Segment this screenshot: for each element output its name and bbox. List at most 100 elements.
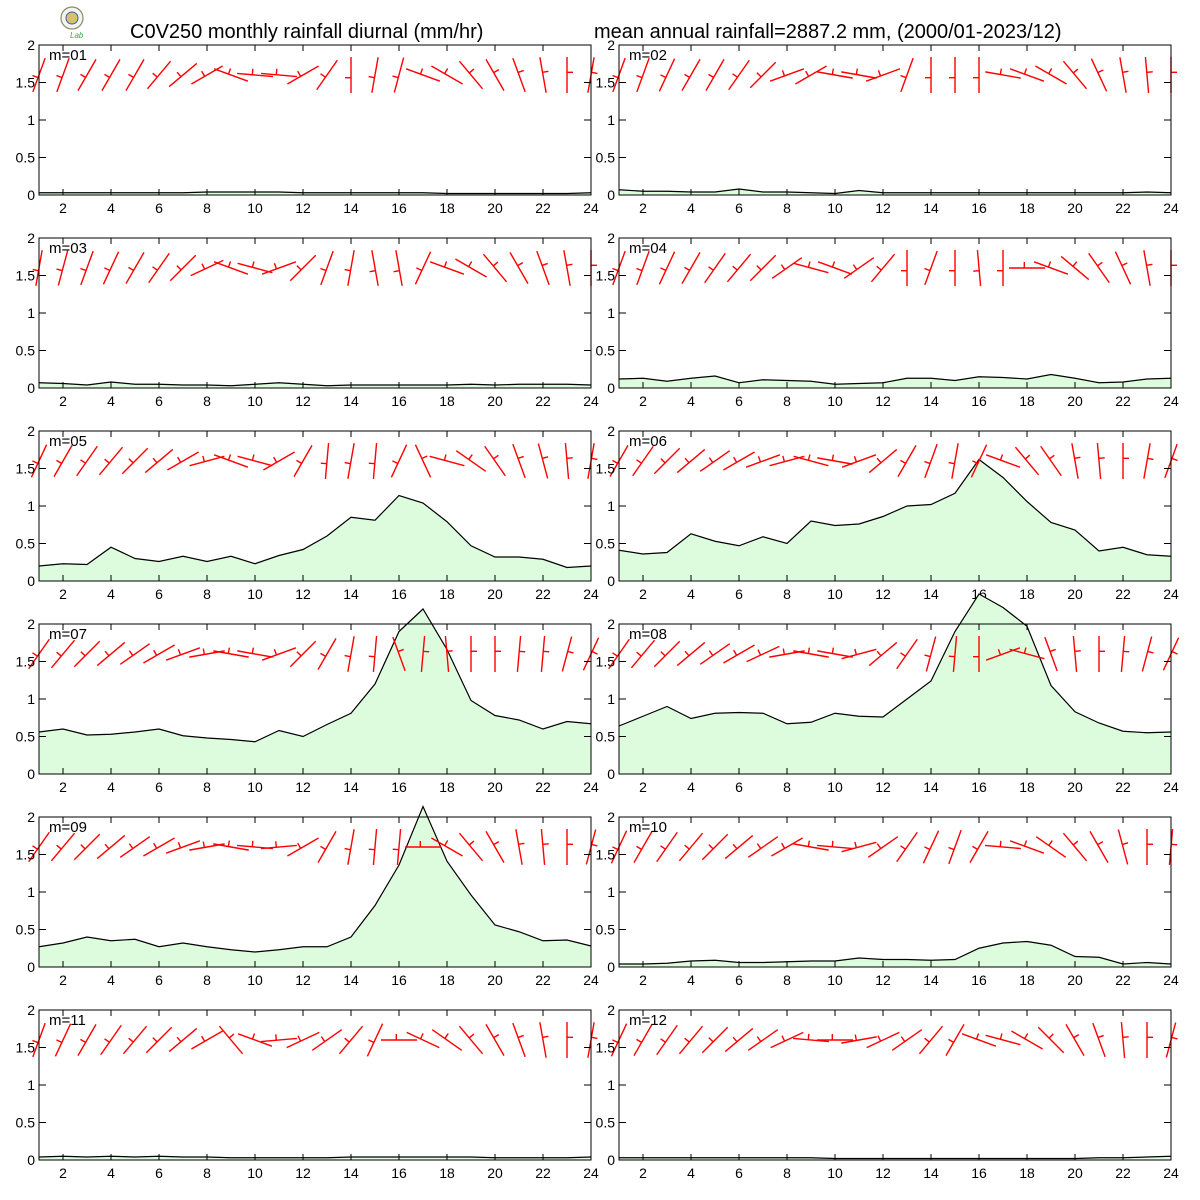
wind-barb xyxy=(405,841,441,848)
wind-barb-tick xyxy=(853,456,858,463)
wind-barb-tick xyxy=(296,459,302,464)
wind-barb-shaft xyxy=(1060,255,1090,281)
y-tick-label: 1 xyxy=(27,498,35,514)
wind-barb xyxy=(287,65,319,85)
wind-barb-shaft xyxy=(317,831,337,863)
wind-barb xyxy=(918,1025,944,1055)
chart-panel: 00.511.522 4 6 8 10 12 14 16 18 20 22 24m=09 xyxy=(16,804,599,988)
x-tick-label: 16 xyxy=(391,1165,407,1181)
wind-barb-tick xyxy=(948,461,955,465)
wind-barb-tick xyxy=(32,268,39,272)
wind-barb-shaft xyxy=(924,250,938,286)
x-tick-label: 8 xyxy=(783,972,791,988)
wind-barb-tick xyxy=(227,68,232,75)
x-tick-label: 18 xyxy=(439,586,455,602)
wind-barb xyxy=(168,62,198,88)
wind-barb-tick xyxy=(1023,68,1028,75)
wind-barb xyxy=(656,1024,678,1056)
wind-barb-tick xyxy=(807,647,811,654)
wind-barb-shaft xyxy=(632,445,654,477)
wind-barb-shaft xyxy=(1037,1026,1065,1054)
wind-barb xyxy=(817,261,853,275)
x-tick-label: 2 xyxy=(59,1165,67,1181)
panels: 00.511.522 4 6 8 10 12 14 16 18 20 22 24m=0100.511.… xyxy=(16,37,1180,1181)
wind-barb-shaft xyxy=(485,1024,505,1056)
wind-barb-tick xyxy=(855,68,859,75)
wind-barb-tick xyxy=(56,844,62,850)
wind-barb-shaft xyxy=(316,59,338,91)
wind-barb-tick xyxy=(251,68,254,75)
wind-barb xyxy=(390,444,408,478)
wind-barb-tick xyxy=(468,261,473,267)
wind-barb-tick xyxy=(273,456,278,463)
wind-barb-tick xyxy=(1024,454,1031,460)
x-tick-label: 20 xyxy=(1067,1165,1083,1181)
wind-barb xyxy=(485,1024,505,1056)
y-tick-label: 2 xyxy=(27,230,35,246)
wind-barb-shaft xyxy=(54,1023,72,1057)
chart-panel: 00.511.522 4 6 8 10 12 14 16 18 20 22 24m=04 xyxy=(596,230,1179,409)
wind-barb-shaft xyxy=(653,447,681,475)
wind-barb-shaft xyxy=(961,1033,997,1047)
wind-barb-tick xyxy=(128,73,134,78)
wind-barb-tick xyxy=(227,647,231,654)
y-tick-label: 1 xyxy=(607,691,615,707)
wind-barb-tick xyxy=(492,261,499,267)
seal-center-icon xyxy=(65,11,79,25)
wind-barb-shaft xyxy=(724,834,754,860)
wind-barb-shaft xyxy=(1062,60,1088,90)
wind-barb-shaft xyxy=(371,250,379,286)
wind-barb-tick xyxy=(591,71,598,75)
wind-barb xyxy=(470,636,477,672)
y-tick-label: 0 xyxy=(27,959,35,975)
wind-barb xyxy=(393,250,403,286)
x-tick-label: 12 xyxy=(875,972,891,988)
wind-barb-tick xyxy=(684,266,691,271)
wind-barb-tick xyxy=(416,267,423,272)
y-tick-label: 0.5 xyxy=(16,536,36,552)
wind-barb-tick xyxy=(591,457,598,461)
x-tick-label: 16 xyxy=(971,200,987,216)
wind-barb xyxy=(997,250,1004,286)
wind-barb-shaft xyxy=(80,250,94,286)
x-tick-label: 24 xyxy=(583,393,599,409)
x-tick-label: 10 xyxy=(247,586,263,602)
x-tick-label: 4 xyxy=(107,972,115,988)
wind-barb xyxy=(368,829,378,865)
wind-barb xyxy=(566,57,573,93)
wind-barb-shaft xyxy=(1088,252,1110,284)
wind-barb-tick xyxy=(805,70,810,77)
wind-barb-shaft xyxy=(405,68,441,82)
wind-barb-tick xyxy=(660,845,666,850)
wind-barb-shaft xyxy=(699,450,731,472)
wind-barb-tick xyxy=(128,843,134,849)
panel-label: m=08 xyxy=(629,626,667,643)
wind-barb-shaft xyxy=(653,640,681,668)
wind-barb-tick xyxy=(275,1034,278,1041)
wind-barb-shaft xyxy=(347,250,355,286)
wind-barb-shaft xyxy=(347,636,355,672)
wind-barb-tick xyxy=(831,647,835,654)
wind-barb-shaft xyxy=(76,445,98,477)
wind-barb-tick xyxy=(1147,457,1154,461)
wind-barb-tick xyxy=(517,69,524,74)
wind-barb xyxy=(311,1029,343,1051)
wind-barb-shaft xyxy=(320,250,334,286)
wind-barb-shaft xyxy=(189,455,225,467)
chart-subtitle: mean annual rainfall=2887.2 mm, (2000/01… xyxy=(594,21,1062,43)
wind-barb xyxy=(392,636,406,672)
wind-barb xyxy=(564,443,573,479)
wind-barb-tick xyxy=(493,69,500,74)
y-tick-label: 0 xyxy=(607,1152,615,1168)
wind-barb xyxy=(770,1031,804,1049)
wind-barb-tick xyxy=(756,1036,762,1042)
rainfall-line xyxy=(619,940,1172,965)
y-tick-label: 0.5 xyxy=(596,536,616,552)
wind-barb-shaft xyxy=(656,1024,678,1056)
wind-barb-tick xyxy=(612,459,619,464)
wind-barb-shaft xyxy=(372,829,378,865)
wind-barb-shaft xyxy=(455,450,487,472)
wind-barb-shaft xyxy=(1117,829,1129,865)
wind-barb-shaft xyxy=(261,647,297,661)
wind-barb xyxy=(458,1025,484,1055)
